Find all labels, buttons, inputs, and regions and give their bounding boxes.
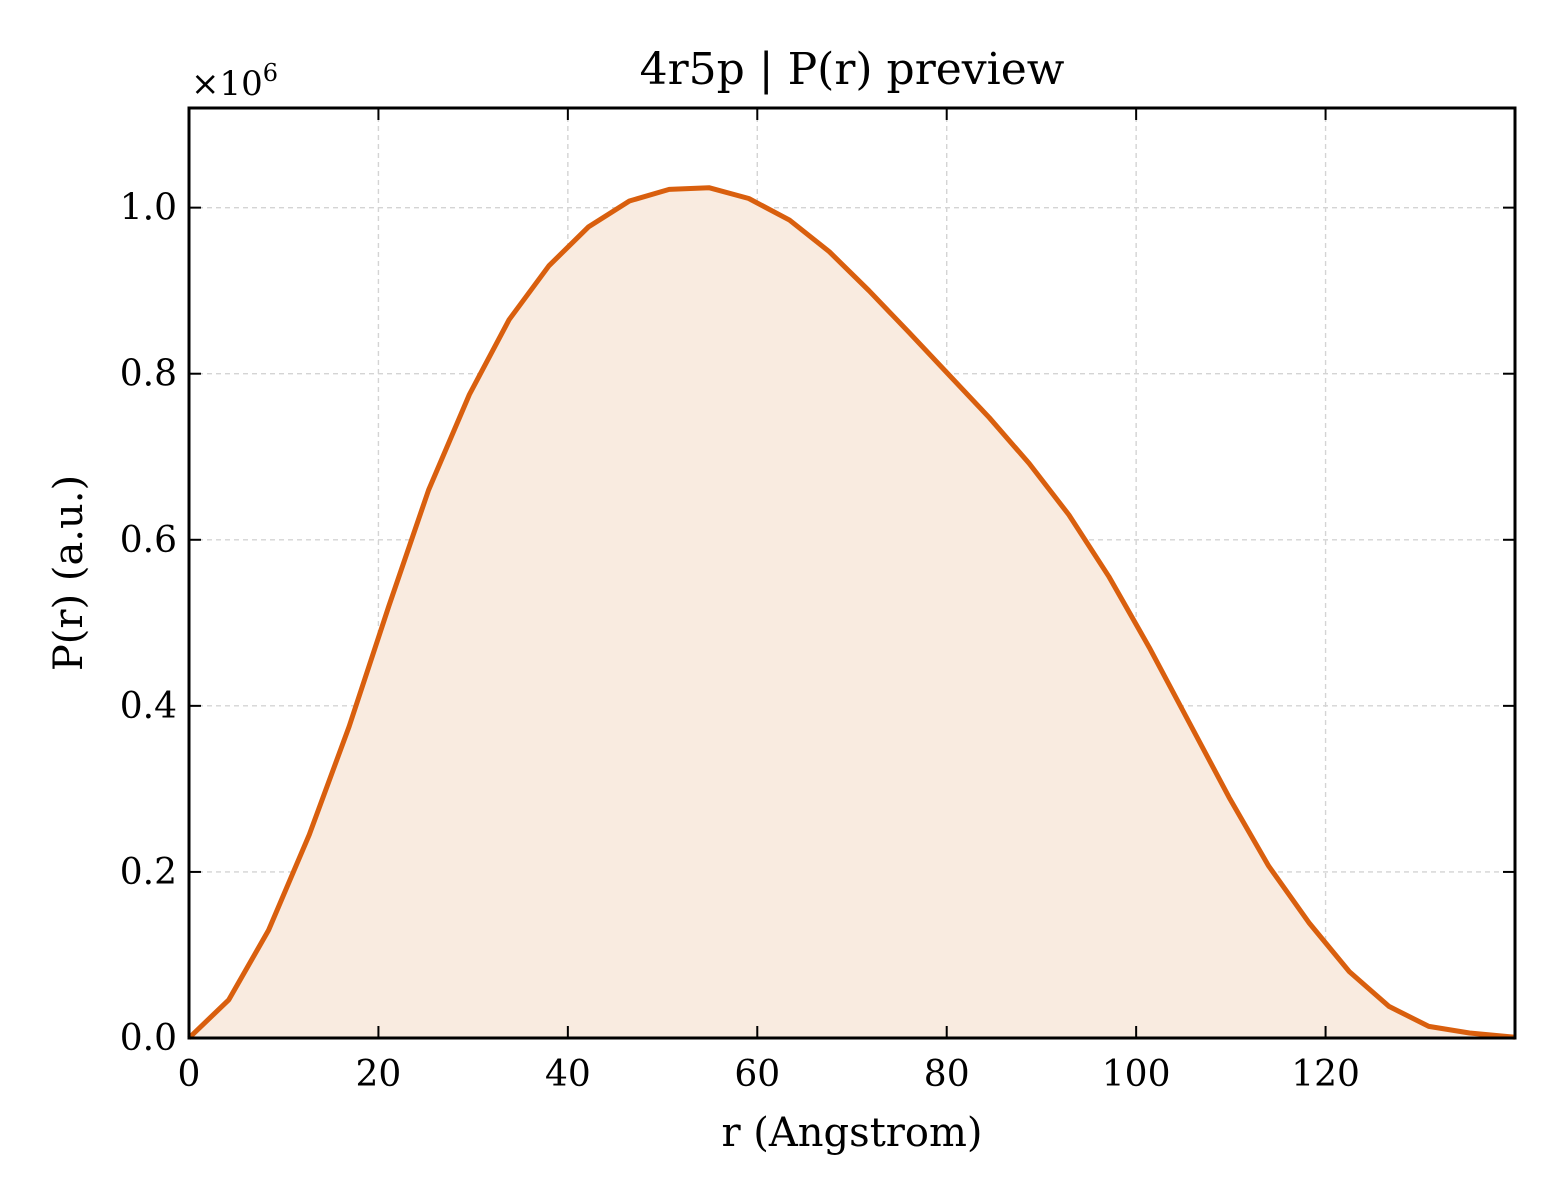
y-tick-label: 0.4 (120, 686, 177, 727)
y-multiplier-base: ×10 (191, 64, 263, 104)
x-tick-label: 20 (356, 1054, 402, 1095)
axis-ticks (188, 108, 1515, 1039)
y-tick-label: 0.0 (120, 1018, 177, 1059)
x-axis-label: r (Angstrom) (721, 1110, 982, 1156)
y-tick-label: 0.2 (120, 852, 177, 893)
y-multiplier-exponent: 6 (263, 59, 278, 87)
y-tick-label: 0.6 (120, 520, 177, 561)
x-tick-label: 100 (1102, 1054, 1171, 1095)
y-multiplier-label: ×106 (191, 59, 278, 104)
series-area-fill (189, 187, 1515, 1038)
x-tick-label: 0 (178, 1054, 201, 1095)
x-tick-label: 60 (734, 1054, 780, 1095)
plot-frame (187, 106, 1517, 1040)
x-tick-label: 120 (1291, 1054, 1360, 1095)
series-line (187, 185, 1516, 1040)
y-tick-label: 0.8 (120, 354, 177, 395)
x-tick-label: 40 (545, 1054, 591, 1095)
chart-title: 4r5p | P(r) preview (640, 44, 1065, 95)
x-tick-label: 80 (924, 1054, 970, 1095)
y-axis-label: P(r) (a.u.) (46, 475, 92, 671)
y-tick-label: 1.0 (120, 188, 177, 229)
